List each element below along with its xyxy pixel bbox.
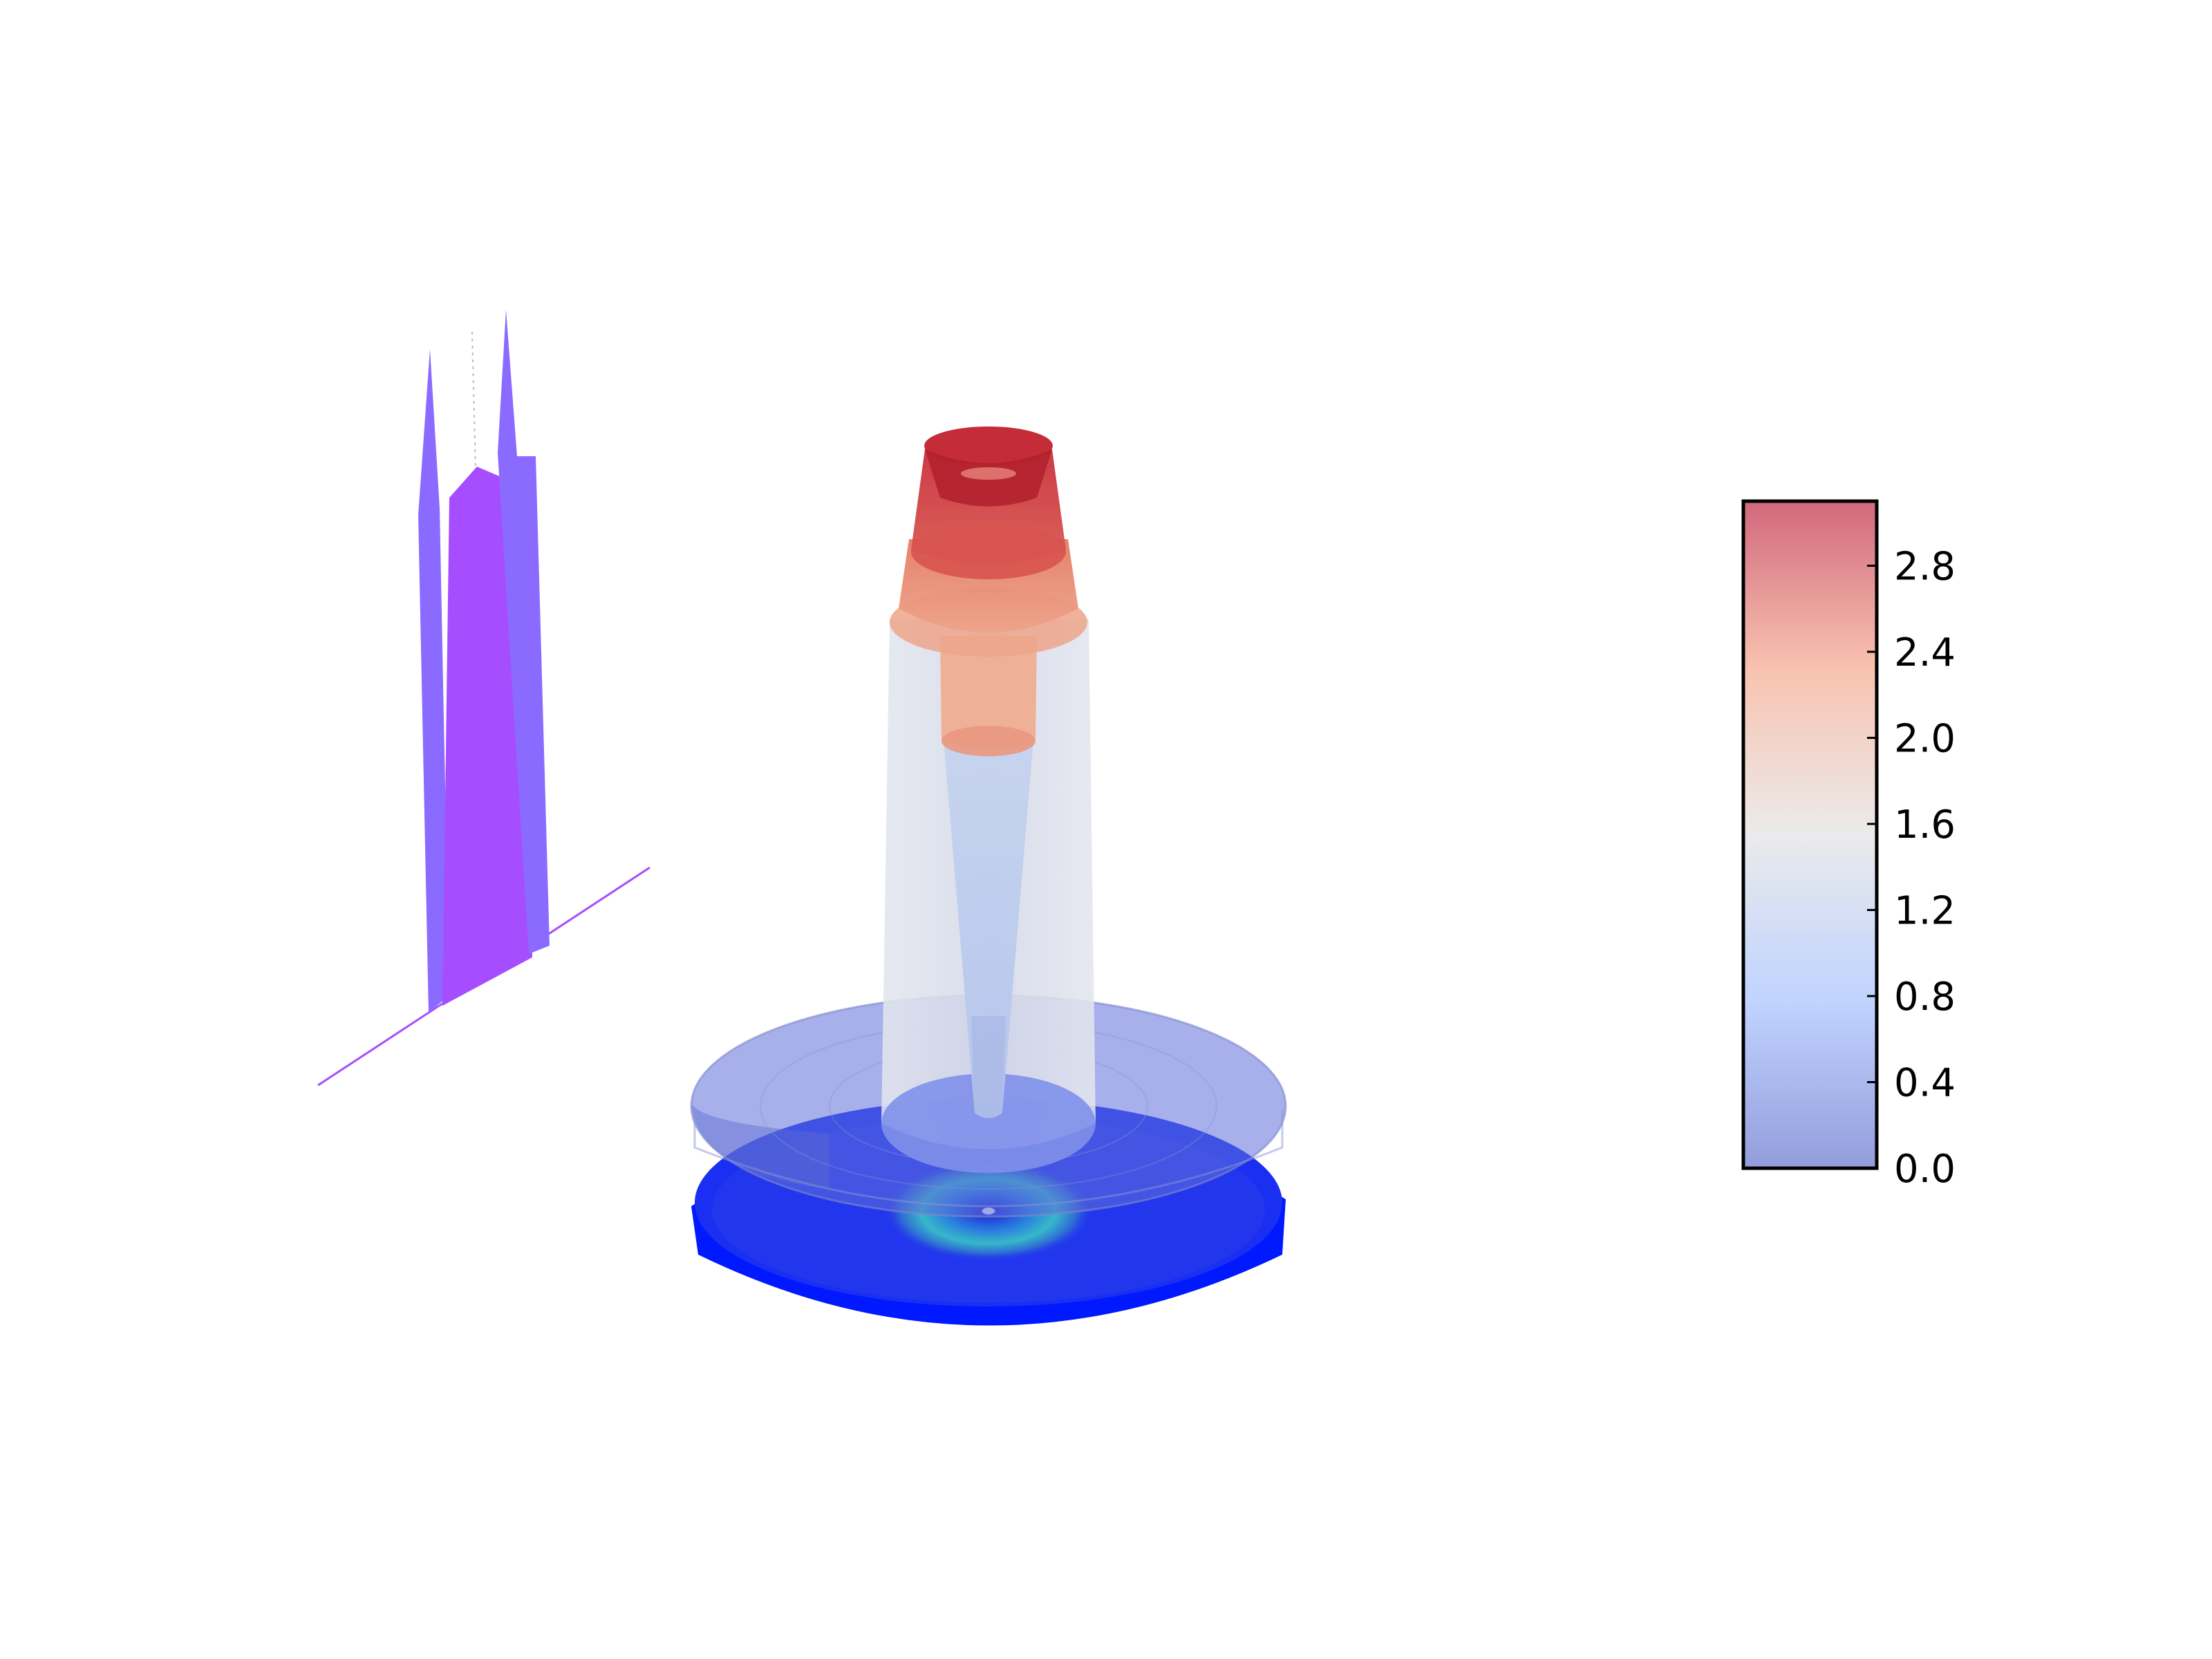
projection-profile bbox=[317, 310, 650, 1087]
colorbar-ticks: 0.0 0.4 0.8 1.2 1.6 2.0 2.4 2.8 bbox=[1867, 544, 1956, 1192]
colorbar-tick-label: 0.8 bbox=[1894, 975, 1956, 1020]
profile-trace bbox=[471, 331, 476, 471]
colorbar-gradient bbox=[1741, 499, 1879, 1170]
profile-right-peak bbox=[498, 310, 550, 954]
colorbar: 0.0 0.4 0.8 1.2 1.6 2.0 2.4 2.8 bbox=[1741, 499, 1956, 1192]
colorbar-tick-label: 1.6 bbox=[1894, 803, 1956, 847]
colorbar-tick-label: 0.0 bbox=[1894, 1147, 1956, 1192]
colorbar-tick-label: 2.0 bbox=[1894, 716, 1956, 761]
top-cap-rim bbox=[924, 427, 1053, 465]
colorbar-tick-label: 2.4 bbox=[1894, 630, 1956, 675]
wide-cylinder-base bbox=[881, 1074, 1096, 1173]
colorbar-tick-label: 1.2 bbox=[1894, 888, 1956, 933]
inner-tapered-cylinder bbox=[944, 740, 1033, 1118]
profile-left-peak bbox=[418, 349, 449, 1013]
top-cap bbox=[911, 427, 1066, 579]
colorbar-tick-label: 2.8 bbox=[1894, 544, 1956, 589]
colorbar-tick-label: 0.4 bbox=[1894, 1060, 1956, 1105]
